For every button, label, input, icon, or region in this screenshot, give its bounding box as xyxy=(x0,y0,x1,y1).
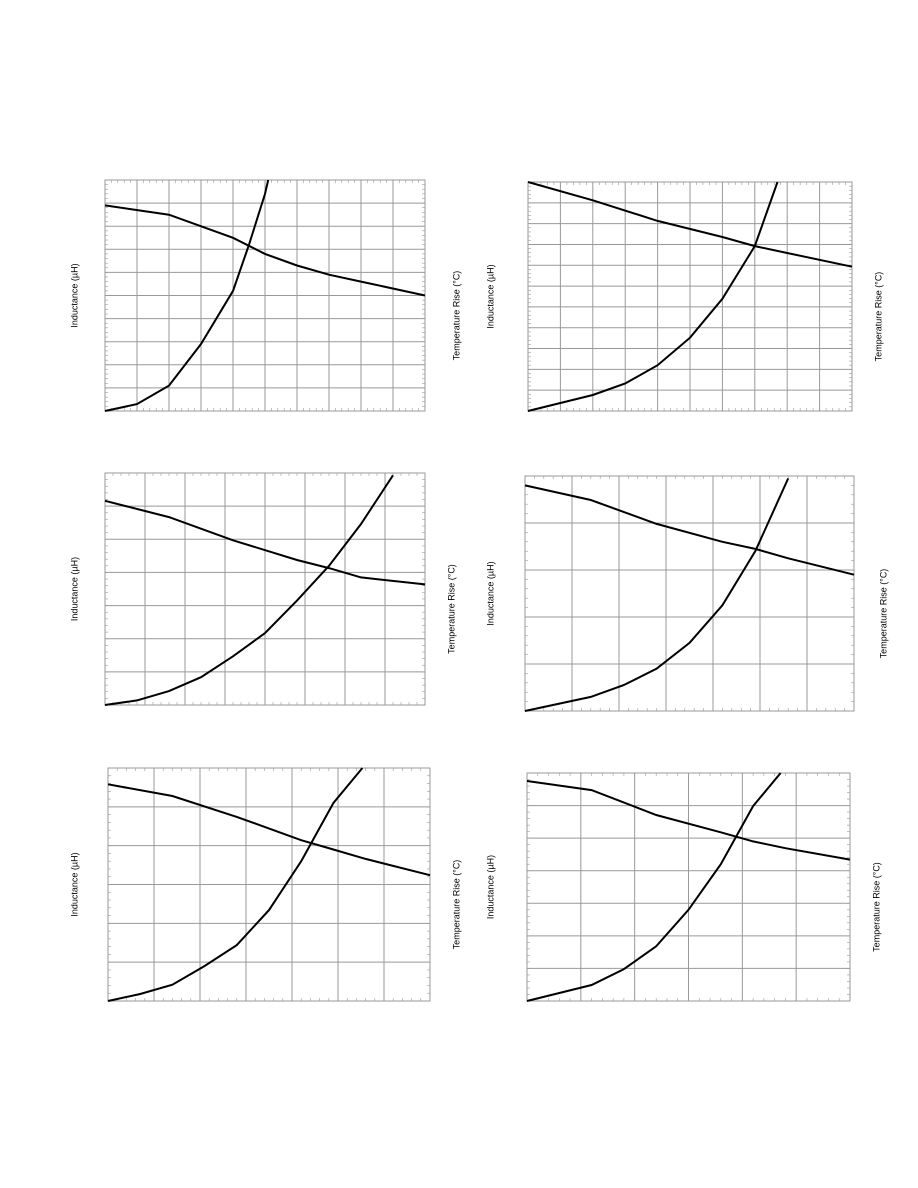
curve xyxy=(524,477,790,712)
plot-frame xyxy=(107,767,431,1002)
y-axis-label: Inductance (µH) xyxy=(485,561,495,625)
curve xyxy=(524,484,855,576)
curve xyxy=(526,772,782,1002)
y2-axis-label: Temperature Rise (°C) xyxy=(446,564,456,654)
plot-frame xyxy=(104,472,426,706)
plot-frame xyxy=(527,181,853,412)
y-axis-label: Inductance (µH) xyxy=(485,264,495,328)
curve xyxy=(104,474,394,706)
y2-axis-label: Temperature Rise (°C) xyxy=(451,271,461,361)
plot-frame xyxy=(524,475,855,712)
curve xyxy=(526,780,851,861)
y2-axis-label: Temperature Rise (°C) xyxy=(871,862,881,952)
y-axis-label: Inductance (µH) xyxy=(485,855,495,919)
curve xyxy=(104,204,426,297)
y2-axis-label: Temperature Rise (°C) xyxy=(451,860,461,950)
y-axis-label: Inductance (µH) xyxy=(69,557,79,621)
y2-axis-label: Temperature Rise (°C) xyxy=(873,272,883,362)
curve xyxy=(104,179,270,412)
y2-axis-label: Temperature Rise (°C) xyxy=(878,569,888,659)
y-axis-label: Inductance (µH) xyxy=(69,852,79,916)
plot-frame xyxy=(526,772,851,1002)
curve xyxy=(107,767,364,1002)
curve xyxy=(527,181,853,268)
y-axis-label: Inductance (µH) xyxy=(69,263,79,327)
curve xyxy=(104,499,426,586)
curve xyxy=(107,783,431,877)
curve xyxy=(527,181,779,412)
